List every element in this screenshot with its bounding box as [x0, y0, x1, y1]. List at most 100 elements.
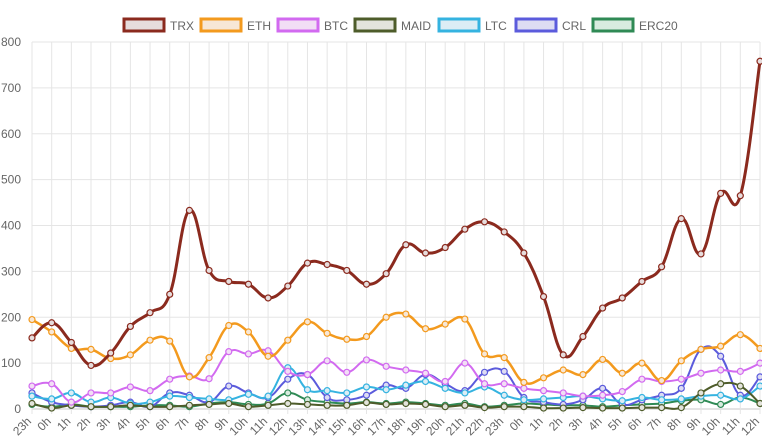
data-point-crl [225, 382, 233, 390]
data-point-eth [323, 329, 331, 337]
legend-label: LTC [485, 19, 507, 33]
data-point-eth [638, 359, 646, 367]
x-tick-label: 4h [585, 414, 604, 433]
data-point-trx [343, 266, 351, 275]
data-point-eth [697, 345, 705, 353]
x-tick-label: 21h [443, 414, 467, 438]
data-point-maid [28, 399, 36, 408]
data-point-trx [559, 351, 567, 359]
data-point-eth [756, 344, 762, 353]
y-tick-label: 300 [1, 264, 21, 278]
data-point-ltc [441, 384, 449, 392]
data-point-maid [343, 401, 351, 409]
legend-label: ERC20 [639, 19, 678, 33]
data-point-maid [87, 403, 95, 411]
x-tick-label: 18h [384, 414, 408, 438]
legend-item-maid: MAID [353, 17, 431, 33]
data-point-trx [618, 294, 626, 302]
legend-swatch [122, 17, 166, 33]
data-point-maid [264, 401, 272, 409]
data-point-btc [107, 389, 115, 397]
data-point-maid [461, 401, 469, 409]
x-tick-label: 12h [738, 414, 762, 438]
data-point-trx [284, 282, 292, 290]
data-point-btc [618, 387, 626, 396]
data-point-ltc [264, 392, 272, 400]
data-point-eth [28, 315, 36, 324]
data-point-trx [303, 259, 312, 267]
data-point-btc [461, 359, 469, 367]
data-point-ltc [658, 396, 666, 404]
x-tick-label: 2h [546, 414, 565, 433]
x-tick-label: 5h [133, 414, 152, 433]
data-point-btc [677, 375, 685, 383]
x-tick-label: 22h [463, 414, 487, 438]
data-point-eth [225, 321, 233, 330]
data-point-maid [225, 399, 233, 408]
data-point-eth [598, 355, 607, 364]
data-point-btc [205, 375, 213, 383]
data-point-maid [520, 403, 528, 411]
data-point-btc [717, 366, 725, 374]
data-point-ltc [736, 395, 744, 403]
data-point-maid [480, 404, 489, 412]
data-point-trx [677, 215, 685, 223]
legend-item-erc20: ERC20 [591, 17, 678, 33]
legend-label: CRL [562, 19, 586, 33]
data-point-maid [559, 404, 567, 412]
y-tick-label: 800 [1, 35, 21, 49]
data-point-trx [461, 225, 469, 233]
data-point-maid [303, 400, 312, 409]
data-point-ltc [638, 393, 646, 402]
data-point-btc [402, 366, 410, 374]
data-point-maid [126, 401, 134, 409]
y-tick-label: 0 [14, 402, 21, 416]
data-point-btc [539, 387, 548, 395]
legend-item-eth: ETH [199, 17, 271, 33]
data-point-btc [87, 389, 95, 397]
data-point-eth [166, 337, 174, 345]
legend-label: BTC [324, 19, 348, 33]
legend-swatch [199, 17, 243, 33]
data-point-btc [225, 348, 233, 356]
data-point-btc [126, 383, 134, 391]
series-btc [28, 347, 762, 406]
data-point-btc [382, 362, 390, 370]
data-point-trx [402, 241, 410, 249]
data-point-trx [67, 338, 75, 347]
data-point-trx [362, 280, 371, 288]
data-point-trx [225, 277, 233, 286]
x-tick-label: 7h [172, 414, 191, 433]
legend-label: MAID [401, 19, 431, 33]
data-point-maid [500, 403, 508, 411]
data-point-btc [520, 384, 528, 392]
data-point-ltc [362, 383, 371, 391]
data-point-eth [244, 328, 253, 336]
data-point-maid [323, 401, 331, 409]
data-point-ltc [303, 386, 312, 394]
y-tick-label: 500 [1, 173, 21, 187]
data-point-ltc [166, 392, 174, 400]
legend-label: ETH [247, 19, 271, 33]
data-point-maid [284, 399, 292, 408]
x-tick-label: 10h [699, 414, 723, 438]
data-point-maid [618, 404, 626, 412]
data-point-trx [323, 260, 331, 269]
data-point-eth [284, 336, 292, 344]
series-line-eth [31, 311, 761, 385]
data-point-trx [264, 294, 272, 302]
data-point-eth [461, 315, 469, 323]
data-point-trx [638, 277, 646, 286]
data-point-btc [28, 382, 36, 390]
x-tick-label: 20h [423, 414, 447, 438]
data-point-btc [500, 380, 508, 388]
data-point-crl [598, 384, 607, 392]
x-tick-label: 3h [93, 414, 112, 433]
legend-item-btc: BTC [276, 17, 348, 33]
data-point-maid [185, 401, 194, 409]
data-point-btc [421, 369, 430, 377]
data-point-btc [638, 375, 646, 383]
legend-swatch [437, 17, 481, 33]
data-point-btc [343, 368, 351, 376]
data-point-btc [598, 391, 607, 399]
